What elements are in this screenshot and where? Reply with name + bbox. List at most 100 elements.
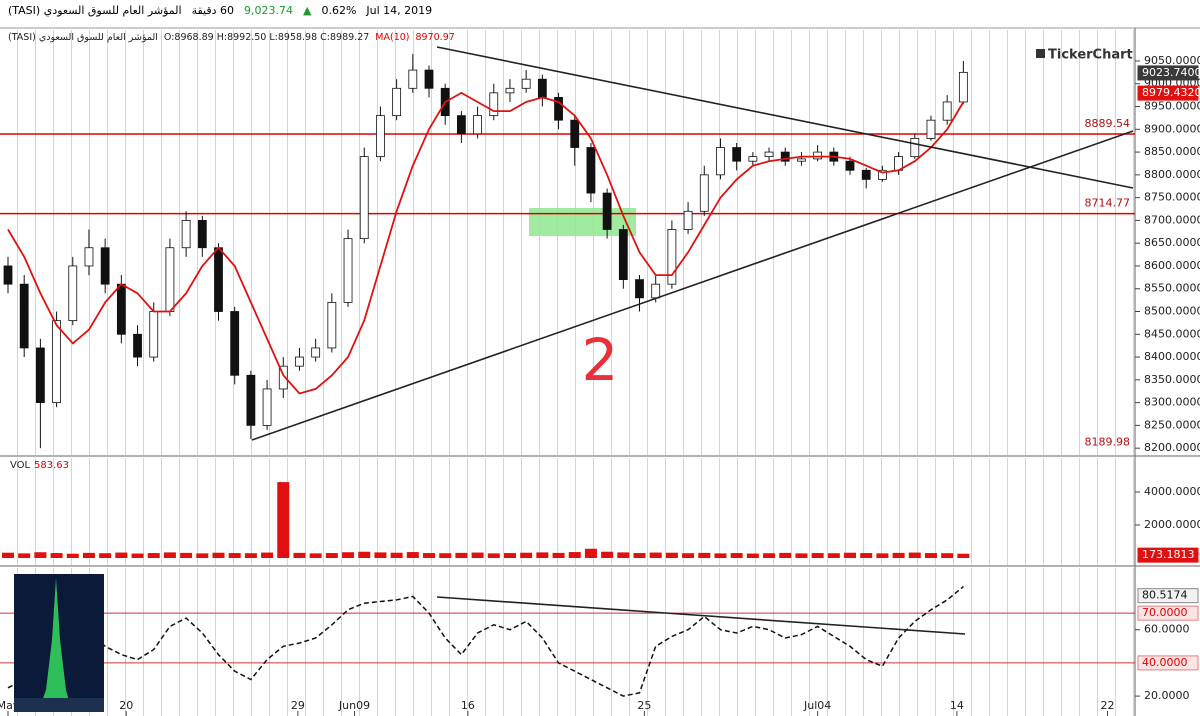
volume-bar [682, 553, 695, 558]
volume-bar [795, 553, 808, 558]
y-tick-label: 8250.0000 [1144, 418, 1200, 431]
candle-body [958, 71, 968, 103]
annotation: 2 [582, 326, 619, 394]
volume-bar [277, 482, 290, 558]
y-tick-label: 8700.0000 [1144, 213, 1200, 226]
value-box-label: 173.1813 [1142, 548, 1195, 561]
volume-bar [730, 553, 743, 558]
volume-bar [811, 553, 824, 558]
volume-bar [244, 553, 257, 558]
logo: TickerChart [1048, 48, 1133, 63]
volume-bar [342, 552, 355, 558]
candle-body [84, 247, 94, 267]
value-box [1137, 588, 1199, 604]
candle-body [521, 78, 531, 89]
ma-value: 8970.97 [415, 32, 455, 43]
volume-bar [924, 553, 937, 558]
volume-bar [698, 552, 711, 558]
volume-bar [827, 553, 840, 558]
volume-bar [115, 552, 128, 558]
volume-bar [34, 552, 47, 558]
volume-bar [471, 552, 484, 558]
volume-bar [455, 552, 468, 558]
volume-bar [423, 553, 436, 558]
volume-bar [908, 552, 921, 558]
candle-body [392, 87, 402, 117]
candle-body [165, 247, 175, 312]
y-tick-label: 8550.0000 [1144, 282, 1200, 295]
volume-bar [892, 552, 905, 558]
volume-bar [390, 552, 403, 558]
candle-body [116, 283, 126, 335]
volume-bar [18, 553, 31, 558]
value-box [1137, 655, 1199, 671]
candle-body [926, 119, 936, 139]
volume-bar [617, 552, 630, 558]
volume-bar [536, 552, 549, 558]
candle-body [327, 301, 337, 349]
candle-body [910, 138, 920, 158]
y-tick-label: 8650.0000 [1144, 236, 1200, 249]
volume-bar [487, 553, 500, 558]
volume-bar [568, 552, 581, 558]
panel-title: VOL [10, 460, 31, 471]
candle-body [19, 283, 29, 349]
volume-bar [503, 553, 516, 558]
x-tick-label: Jul04 [803, 699, 831, 712]
volume-bar [147, 553, 160, 558]
date: Jul 14, 2019 [366, 4, 433, 17]
volume-panel: 2000.0000 4000.0000 VOL 583.63 173.1813 [2, 460, 1200, 563]
ohlc-title: المؤشر العام للسوق السعودي (TASI) [8, 32, 158, 43]
x-tick-label: 16 [461, 699, 475, 712]
candle-body [295, 356, 304, 367]
header: المؤشر العام للسوق السعودي (TASI) 60 دقي… [8, 4, 432, 17]
y-tick-label: 8900.0000 [1144, 122, 1200, 135]
volume-bar [584, 548, 597, 558]
candle-body [359, 156, 369, 240]
candle-body [699, 174, 709, 212]
candle-body [133, 333, 142, 358]
price-panel: 8200.0000 8250.0000 8300.0000 8350.0000 8400… [0, 54, 1200, 454]
rsi-line [7, 586, 964, 697]
y-tick-label: 8300.0000 [1144, 396, 1200, 409]
volume-bar [309, 553, 322, 558]
candle-body [845, 160, 855, 171]
level-label: 8714.77 [1085, 197, 1131, 210]
x-tick-label: Jun09 [338, 699, 370, 712]
candle-body [602, 192, 612, 230]
y-tick-label: 8350.0000 [1144, 373, 1200, 386]
trend-line [251, 130, 1134, 441]
candle-body [554, 97, 563, 121]
volume-bar [844, 552, 857, 558]
volume-bar [649, 552, 662, 558]
x-tick-label: 20 [119, 699, 133, 712]
candle-body [505, 87, 515, 94]
y-tick-label: 8400.0000 [1144, 350, 1200, 363]
city [14, 698, 104, 712]
volume-bar [2, 552, 14, 558]
y-tick-label: 8500.0000 [1144, 305, 1200, 318]
tower [38, 578, 72, 712]
ohlc-values: O:8968.89 H:8992.50 L:8958.98 C:8989.27 [163, 32, 370, 43]
volume-bar [212, 552, 225, 558]
volume-bar [552, 552, 565, 558]
header-title: المؤشر العام للسوق السعودي (TASI) [8, 4, 182, 17]
value-box-label: 70.0000 [1142, 606, 1188, 619]
thumbnail [14, 574, 104, 712]
volume-bar [665, 552, 678, 558]
candle-body [473, 115, 482, 135]
volume-bar [957, 553, 970, 558]
y-tick-label: 4000.0000 [1144, 485, 1200, 498]
candle-body [764, 151, 774, 158]
candle-body [262, 388, 272, 426]
candle-body [3, 265, 13, 285]
candle-body [780, 151, 790, 162]
value-box-label: 8979.4320 [1142, 86, 1200, 99]
volume-bar [714, 553, 727, 558]
y-tick-label: 20.0000 [1144, 689, 1190, 702]
trend-line [436, 46, 1134, 189]
candle-body [489, 92, 499, 117]
volume-bar [180, 552, 193, 558]
y-tick-label: 2000.0000 [1144, 518, 1200, 531]
